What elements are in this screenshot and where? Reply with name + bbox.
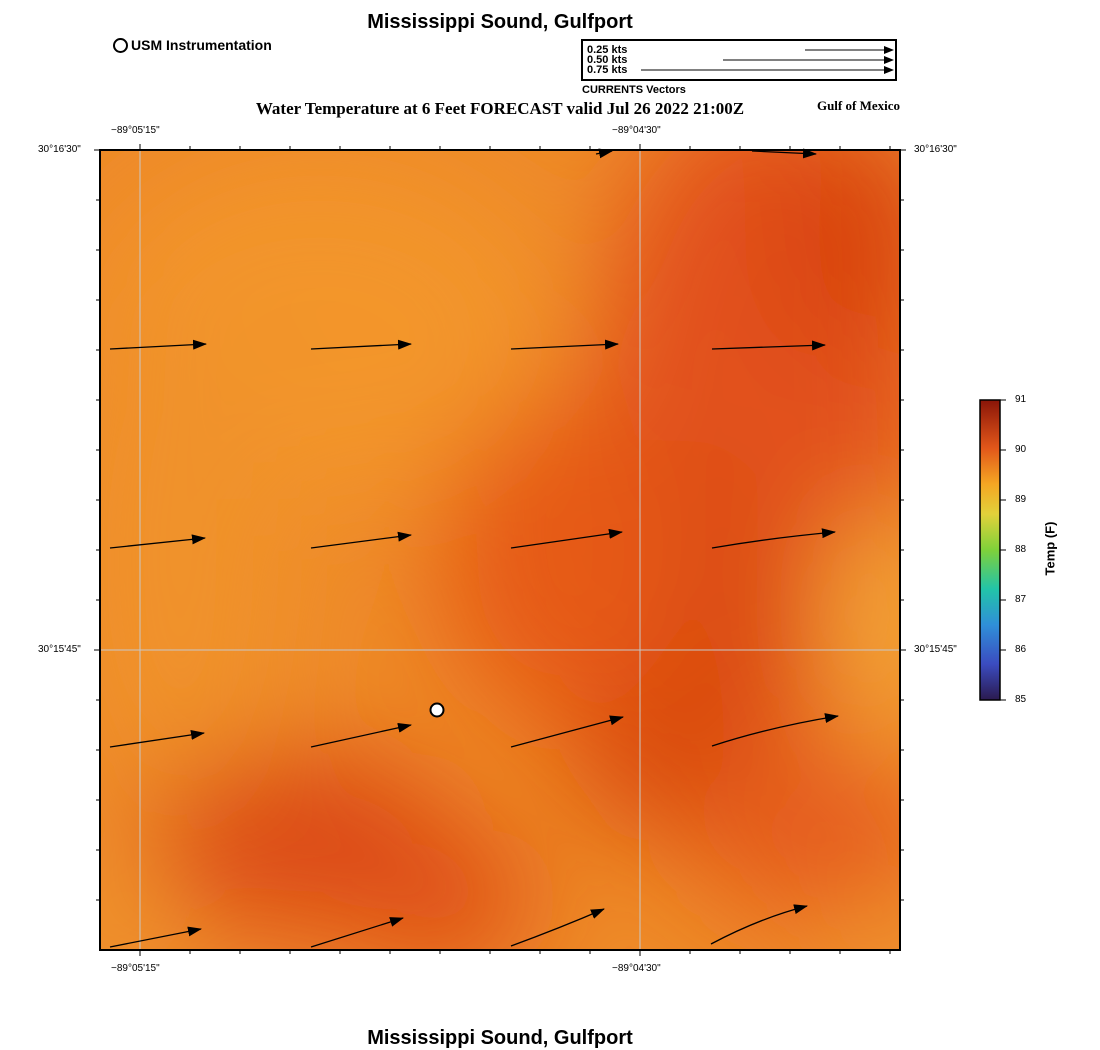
current-arrow: [310, 917, 404, 948]
colorbar-gradient: [979, 399, 1001, 701]
colorbar-tick-label: 86: [1015, 644, 1027, 655]
current-arrow: [711, 340, 826, 351]
map-title: Mississippi Sound, Gulfport: [367, 11, 633, 33]
lon-tick-label: −89°05'15": [111, 963, 160, 974]
station-marker-icon: [113, 37, 128, 53]
region-label: Gulf of Mexico: [816, 98, 900, 113]
current-arrow: [595, 148, 613, 159]
lon-tick-label: −89°04'30": [612, 963, 661, 974]
vector-legend: 0.25 kts 0.50 kts 0.75 kts: [581, 39, 897, 81]
current-arrow: [109, 926, 202, 948]
colorbar-tick-label: 88: [1015, 544, 1027, 555]
vector-scale-label: 0.50 kts: [587, 54, 628, 66]
current-arrow: [310, 531, 412, 549]
current-arrow: [310, 339, 412, 350]
footer-title: Mississippi Sound, Gulfport: [367, 1027, 633, 1049]
vector-scale-label: 0.75 kts: [587, 64, 628, 76]
current-arrow: [711, 713, 839, 747]
station-legend-label: USM Instrumentation: [131, 37, 272, 53]
current-arrow: [710, 904, 808, 945]
lat-tick-label: 30°15'45": [914, 644, 957, 655]
current-arrow: [510, 339, 619, 350]
current-arrow: [109, 534, 206, 549]
colorbar-tick-label: 85: [1015, 694, 1027, 705]
current-arrow: [510, 715, 624, 748]
map-subtitle: Water Temperature at 6 Feet FORECAST val…: [255, 99, 745, 118]
colorbar-tick-label: 89: [1015, 494, 1027, 505]
temperature-field: [100, 150, 900, 950]
colorbar-title: Temp (F): [1042, 521, 1058, 576]
colorbar-tick-label: 90: [1015, 444, 1027, 455]
vector-scale-label: 0.25 kts: [587, 44, 628, 56]
colorbar-tick-label: 91: [1015, 394, 1027, 405]
lat-tick-label: 30°15'45": [38, 644, 81, 655]
station-legend: USM Instrumentation: [113, 37, 272, 53]
current-arrow: [711, 528, 836, 549]
lon-tick-label: −89°05'15": [111, 125, 160, 136]
vector-legend-arrows: [641, 46, 894, 74]
current-arrow: [310, 722, 412, 748]
vector-legend-caption: CURRENTS Vectors: [582, 84, 686, 96]
map-ticks: [94, 144, 906, 956]
current-arrow: [510, 908, 605, 947]
current-vectors: [109, 148, 839, 948]
colorbar: [979, 399, 1006, 701]
colorbar-tick-label: 87: [1015, 594, 1027, 605]
lat-tick-label: 30°16'30": [914, 144, 957, 155]
lon-tick-label: −89°04'30": [612, 125, 661, 136]
lat-tick-label: 30°16'30": [38, 144, 81, 155]
current-arrow: [510, 528, 623, 549]
current-arrow: [109, 729, 205, 748]
current-arrow: [751, 148, 817, 159]
usm-station-marker[interactable]: [429, 702, 445, 718]
current-arrow: [109, 339, 207, 350]
map-gridlines: [100, 150, 900, 950]
